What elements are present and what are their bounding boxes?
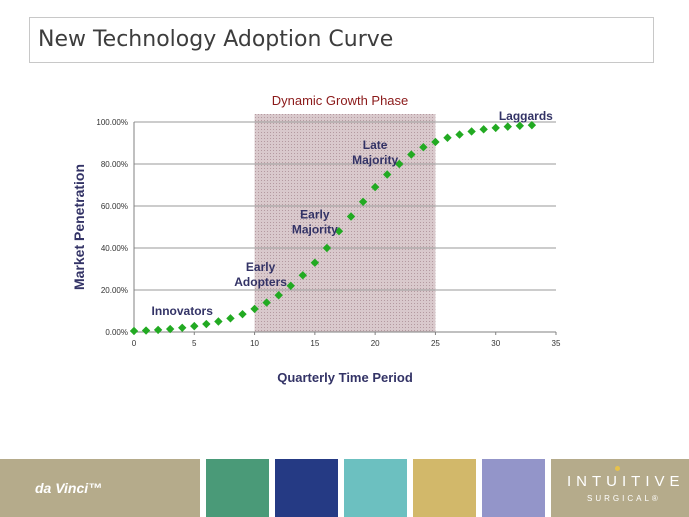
data-point bbox=[407, 150, 416, 159]
logo-wordmark: INTUITIVE bbox=[567, 473, 685, 490]
data-point bbox=[250, 304, 259, 314]
data-point bbox=[274, 291, 283, 300]
data-point bbox=[467, 127, 476, 136]
data-point bbox=[515, 121, 525, 130]
adoption-chart: Dynamic Growth Phase 0.00% 20.00% 40.00% 60.… bbox=[71, 93, 561, 385]
data-point bbox=[165, 324, 175, 334]
data-point bbox=[383, 170, 392, 179]
data-point bbox=[141, 326, 151, 335]
x-tick-label: 25 bbox=[431, 339, 440, 348]
x-tick-label: 15 bbox=[310, 339, 319, 348]
growth-phase-label: Dynamic Growth Phase bbox=[272, 93, 409, 108]
footer-swatch-5 bbox=[482, 459, 545, 517]
footer-brand-block: da Vinci™ bbox=[0, 459, 200, 517]
data-point bbox=[238, 309, 247, 319]
data-point bbox=[226, 314, 235, 323]
data-point bbox=[455, 130, 464, 139]
data-point bbox=[322, 243, 332, 253]
brand-label: da Vinci™ bbox=[35, 480, 103, 496]
data-point bbox=[178, 323, 187, 332]
data-point bbox=[190, 321, 199, 331]
x-tick-label: 35 bbox=[552, 339, 561, 348]
data-point bbox=[214, 317, 223, 326]
x-axis-label: Quarterly Time Period bbox=[277, 370, 413, 385]
logo-subtitle: SURGICAL® bbox=[587, 494, 661, 503]
data-point bbox=[479, 125, 488, 134]
data-point bbox=[310, 258, 320, 267]
y-tick-label: 60.00% bbox=[101, 202, 128, 211]
y-tick-label: 0.00% bbox=[105, 328, 128, 337]
annotation-label: Laggards bbox=[499, 109, 553, 123]
x-tick-label: 0 bbox=[132, 339, 137, 348]
footer-swatch-2 bbox=[275, 459, 338, 517]
data-point bbox=[419, 143, 428, 152]
annotation-label: Adopters bbox=[234, 275, 287, 289]
y-tick-label: 100.00% bbox=[96, 118, 128, 127]
x-tick-label: 5 bbox=[192, 339, 197, 348]
footer: da Vinci™ INTUITIVE SURGICAL® bbox=[0, 459, 689, 517]
title-box: New Technology Adoption Curve bbox=[29, 17, 654, 63]
footer-swatch-1 bbox=[206, 459, 269, 517]
annotation-label: Majority bbox=[292, 222, 338, 236]
growth-phase-region bbox=[254, 114, 436, 332]
data-point bbox=[527, 120, 537, 130]
annotation-label: Late bbox=[363, 138, 388, 152]
annotation-label: Innovators bbox=[152, 304, 214, 318]
data-point bbox=[298, 271, 307, 280]
data-point bbox=[129, 326, 139, 336]
data-point bbox=[503, 122, 512, 131]
annotation-label: Early bbox=[300, 207, 330, 221]
page-title: New Technology Adoption Curve bbox=[38, 27, 394, 52]
data-point bbox=[346, 212, 356, 221]
x-tick-label: 10 bbox=[250, 339, 259, 348]
data-point bbox=[358, 197, 368, 206]
data-point bbox=[334, 227, 344, 236]
y-tick-label: 40.00% bbox=[101, 244, 128, 253]
data-point bbox=[153, 325, 163, 335]
y-axis-label: Market Penetration bbox=[71, 164, 87, 290]
footer-logo-block: INTUITIVE SURGICAL® bbox=[551, 459, 689, 517]
x-tick-label: 20 bbox=[371, 339, 380, 348]
data-point bbox=[370, 182, 380, 192]
data-point bbox=[431, 137, 440, 147]
data-point bbox=[443, 133, 452, 142]
logo-dot-icon bbox=[615, 466, 620, 471]
data-point bbox=[286, 281, 295, 290]
y-tick-label: 80.00% bbox=[101, 160, 128, 169]
data-point bbox=[491, 123, 500, 133]
data-point bbox=[262, 298, 271, 307]
annotation-label: Early bbox=[246, 260, 276, 274]
annotation-label: Majority bbox=[352, 153, 398, 167]
data-point bbox=[395, 159, 404, 169]
x-tick-label: 30 bbox=[491, 339, 500, 348]
footer-swatch-4 bbox=[413, 459, 476, 517]
data-point bbox=[202, 319, 211, 329]
footer-swatch-3 bbox=[344, 459, 407, 517]
y-tick-label: 20.00% bbox=[101, 286, 128, 295]
